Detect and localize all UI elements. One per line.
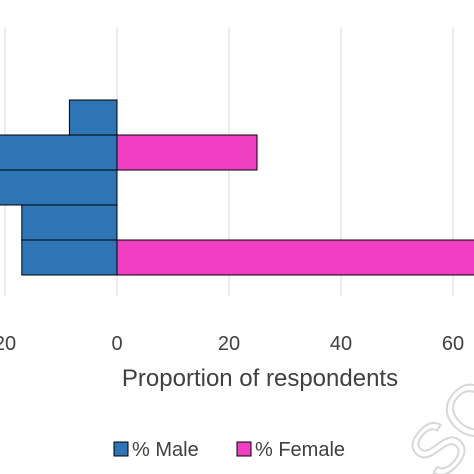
x-tick-label: 0	[111, 333, 122, 355]
legend-label-male: % Male	[132, 439, 199, 461]
legend-swatch-female	[236, 441, 252, 457]
x-tick-labels: 20 0 20 40 60	[0, 333, 464, 355]
bar-male	[0, 134, 118, 171]
legend: % Male % Female	[113, 439, 345, 461]
bar-male	[0, 169, 118, 206]
watermark: SCI	[393, 351, 474, 474]
x-tick-label: 20	[0, 333, 16, 355]
bar-female	[116, 239, 474, 276]
bar-female	[116, 134, 258, 171]
bar-male	[21, 204, 118, 241]
bar-male	[68, 99, 118, 136]
x-tick-label: 60	[442, 333, 464, 355]
bar-male	[21, 239, 118, 276]
x-tick-label: 20	[218, 333, 240, 355]
x-tick-label: 40	[330, 333, 352, 355]
legend-swatch-male	[113, 441, 129, 457]
bars	[0, 99, 474, 276]
legend-label-female: % Female	[255, 439, 345, 461]
x-axis-title: Proportion of respondents	[122, 365, 398, 392]
